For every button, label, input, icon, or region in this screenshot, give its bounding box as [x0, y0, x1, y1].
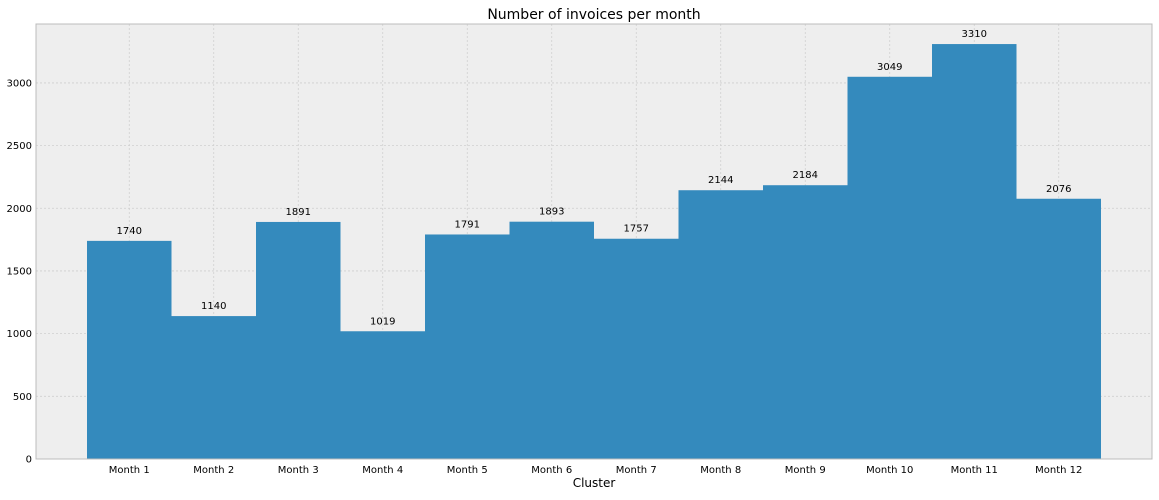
bar [256, 221, 341, 459]
bar [678, 190, 763, 459]
x-tick-label: Month 6 [531, 465, 572, 476]
x-tick-label: Month 7 [616, 465, 657, 476]
y-tick-label: 3000 [7, 78, 32, 89]
bar-series [87, 44, 1101, 459]
x-tick-label: Month 2 [193, 465, 234, 476]
y-tick-label: 2000 [7, 204, 32, 215]
bar [1016, 198, 1101, 459]
bar-value-label: 3310 [962, 29, 987, 40]
bar-value-label: 1140 [201, 301, 226, 312]
y-tick-label: 1500 [7, 266, 32, 277]
plot-border [35, 23, 1153, 460]
bar [340, 331, 425, 459]
y-tick-label: 500 [13, 392, 32, 403]
x-tick-label: Month 12 [1035, 465, 1082, 476]
y-tick-label: 1000 [7, 329, 32, 340]
bar-value-label: 1791 [455, 219, 480, 230]
x-axis-label: Cluster [573, 476, 616, 490]
x-tick-label: Month 5 [447, 465, 488, 476]
bar [594, 238, 679, 459]
bar [87, 240, 172, 459]
x-tick-label: Month 11 [951, 465, 998, 476]
bar [847, 76, 932, 459]
bar-value-label: 1019 [370, 316, 395, 327]
bar-value-label: 2184 [793, 170, 818, 181]
bar-value-label: 1757 [624, 224, 649, 235]
y-tick-label: 2500 [7, 141, 32, 152]
x-tick-label: Month 1 [109, 465, 150, 476]
x-tick-label: Month 4 [362, 465, 403, 476]
bar [932, 44, 1017, 459]
chart-title: Number of invoices per month [487, 7, 700, 23]
x-axis-ticks: Month 1 Month 2 Month 3 Month 4 Month 5 Month… [109, 465, 1083, 476]
y-axis-ticks: 0 500 1000 1500 2000 2500 3000 [7, 78, 32, 465]
bar-value-label: 1891 [286, 207, 311, 218]
bar [171, 316, 256, 459]
bar-value-label: 2144 [708, 175, 733, 186]
y-tick-label: 0 [26, 455, 32, 466]
x-tick-label: Month 8 [700, 465, 741, 476]
bar [763, 185, 848, 459]
x-tick-label: Month 10 [866, 465, 913, 476]
x-tick-label: Month 9 [785, 465, 826, 476]
bar [509, 221, 594, 459]
bar-value-label: 1893 [539, 207, 564, 218]
bar [425, 234, 510, 459]
bar-value-label: 2076 [1046, 184, 1071, 195]
bar-value-label: 1740 [117, 226, 142, 237]
x-tick-label: Month 3 [278, 465, 319, 476]
data-labels: 1740 1140 1891 1019 1791 1893 1757 2144 2184 3049… [117, 29, 1072, 327]
bar-value-label: 3049 [877, 62, 902, 73]
